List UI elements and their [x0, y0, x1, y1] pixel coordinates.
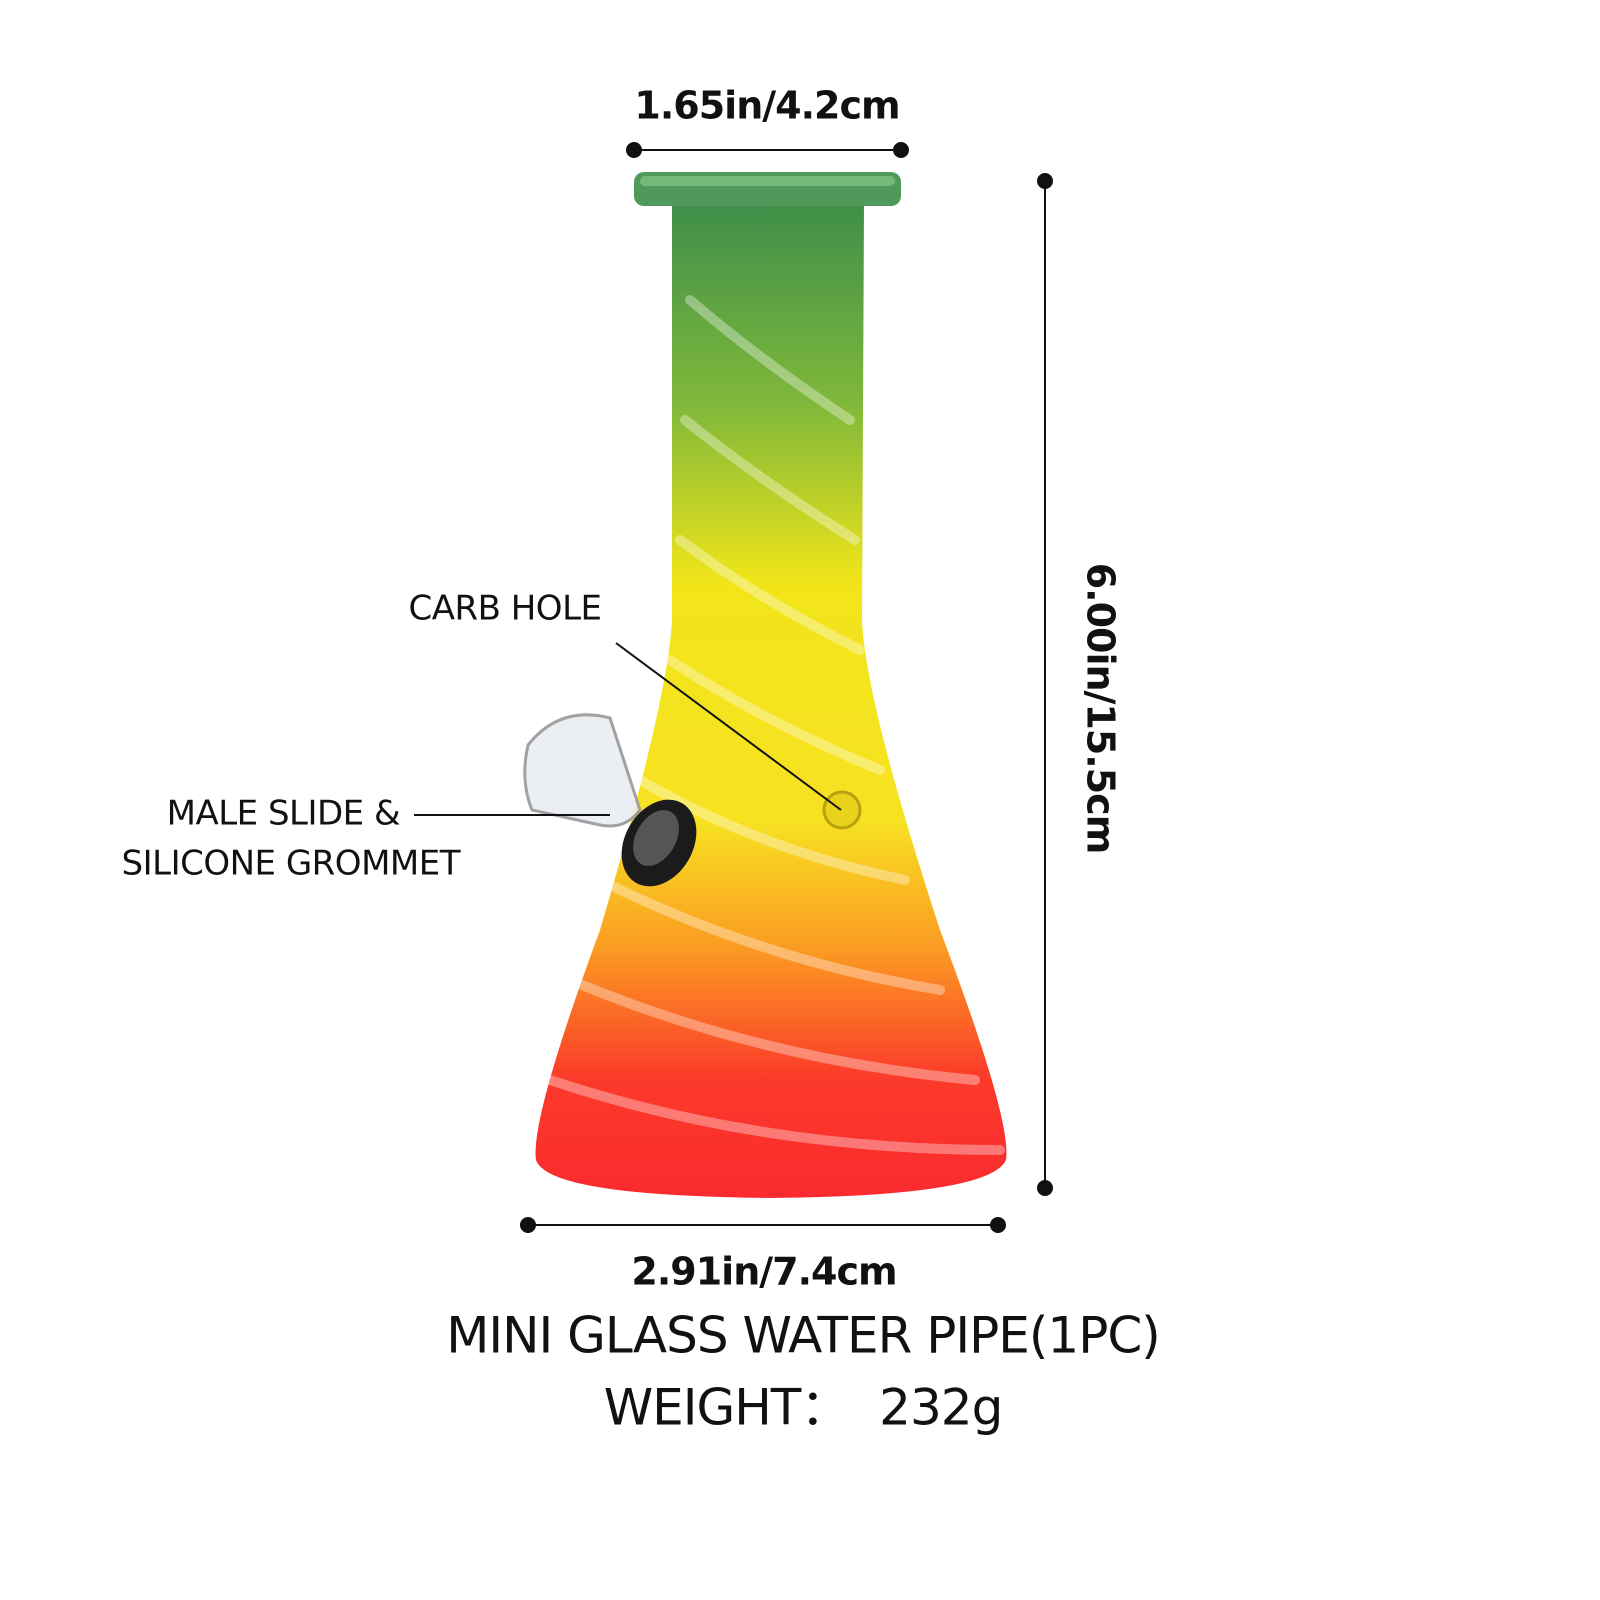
- product-name: MINI GLASS WATER PIPE(1PC): [446, 1307, 1160, 1365]
- pipe: [523, 172, 1007, 1198]
- carb-hole-label: CARB HOLE: [408, 589, 601, 629]
- callout-line: [615, 642, 842, 811]
- height: 6.00in/15.5cm: [1079, 563, 1123, 854]
- top-width: 1.65in/4.2cm: [634, 84, 899, 128]
- dimension-lines: [520, 142, 1053, 1233]
- base-width: 2.91in/7.4cm: [631, 1250, 896, 1294]
- product-weight: WEIGHT： 232g: [604, 1379, 1003, 1437]
- slide-label: MALE SLIDE &: [167, 794, 400, 834]
- slide-label: SILICONE GROMMET: [122, 844, 461, 884]
